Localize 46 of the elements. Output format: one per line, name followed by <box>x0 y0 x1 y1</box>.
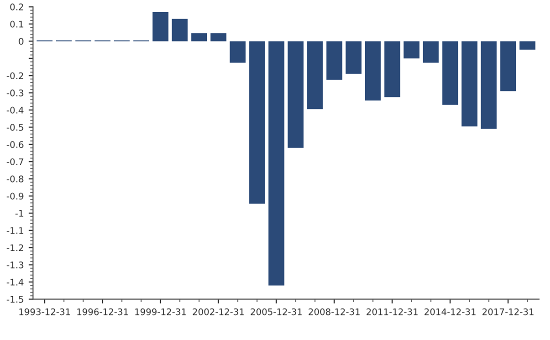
y-tick-label: 0.1 <box>10 20 24 28</box>
x-tick-label: 1996-12-31 <box>77 308 128 316</box>
y-tick-label: -0.7 <box>6 158 24 166</box>
x-tick-label: 2005-12-31 <box>250 308 302 316</box>
bar <box>422 41 439 63</box>
bar <box>326 41 342 80</box>
bar <box>230 41 246 63</box>
bar <box>462 41 478 126</box>
y-tick-label: 0.2 <box>10 4 24 10</box>
bar <box>404 41 420 58</box>
y-tick-label: -0.9 <box>6 192 24 200</box>
bar <box>210 33 226 42</box>
bar <box>480 41 497 129</box>
y-tick-label: -0.4 <box>6 106 24 114</box>
y-tick-label: -0.2 <box>6 72 24 80</box>
y-tick-label: 0 <box>18 38 24 45</box>
x-tick-label: 1999-12-31 <box>135 308 186 316</box>
x-tick-label: 2014-12-31 <box>424 308 476 316</box>
bar <box>172 18 188 42</box>
bar <box>268 41 284 286</box>
bar <box>519 41 536 50</box>
bar <box>191 33 208 42</box>
y-tick-label: -0.5 <box>6 124 24 131</box>
x-tick-label: 2017-12-31 <box>482 308 534 316</box>
y-tick-label: -0.6 <box>6 141 24 148</box>
bar <box>384 41 400 98</box>
bar <box>249 41 265 204</box>
y-tick-label: -0.3 <box>6 90 24 96</box>
bar <box>307 41 323 110</box>
y-tick-label: -1.5 <box>6 296 24 303</box>
x-tick-label: 2008-12-31 <box>308 308 360 316</box>
y-tick-label: -1 <box>15 210 24 217</box>
bar <box>152 12 168 42</box>
bar <box>364 41 381 101</box>
x-tick-label: 1993-12-31 <box>19 308 70 316</box>
bar <box>442 41 458 105</box>
bar <box>500 41 516 92</box>
bar <box>288 41 304 148</box>
y-tick-label: -1.2 <box>6 244 24 252</box>
bar <box>346 41 362 74</box>
y-tick-label: -1.4 <box>6 278 24 286</box>
y-tick-label: -1.1 <box>6 227 24 234</box>
x-tick-label: 2011-12-31 <box>366 308 418 316</box>
y-tick-label: -1.3 <box>6 262 24 268</box>
y-tick-label: -0.8 <box>6 176 24 182</box>
x-tick-label: 2002-12-31 <box>192 308 244 316</box>
